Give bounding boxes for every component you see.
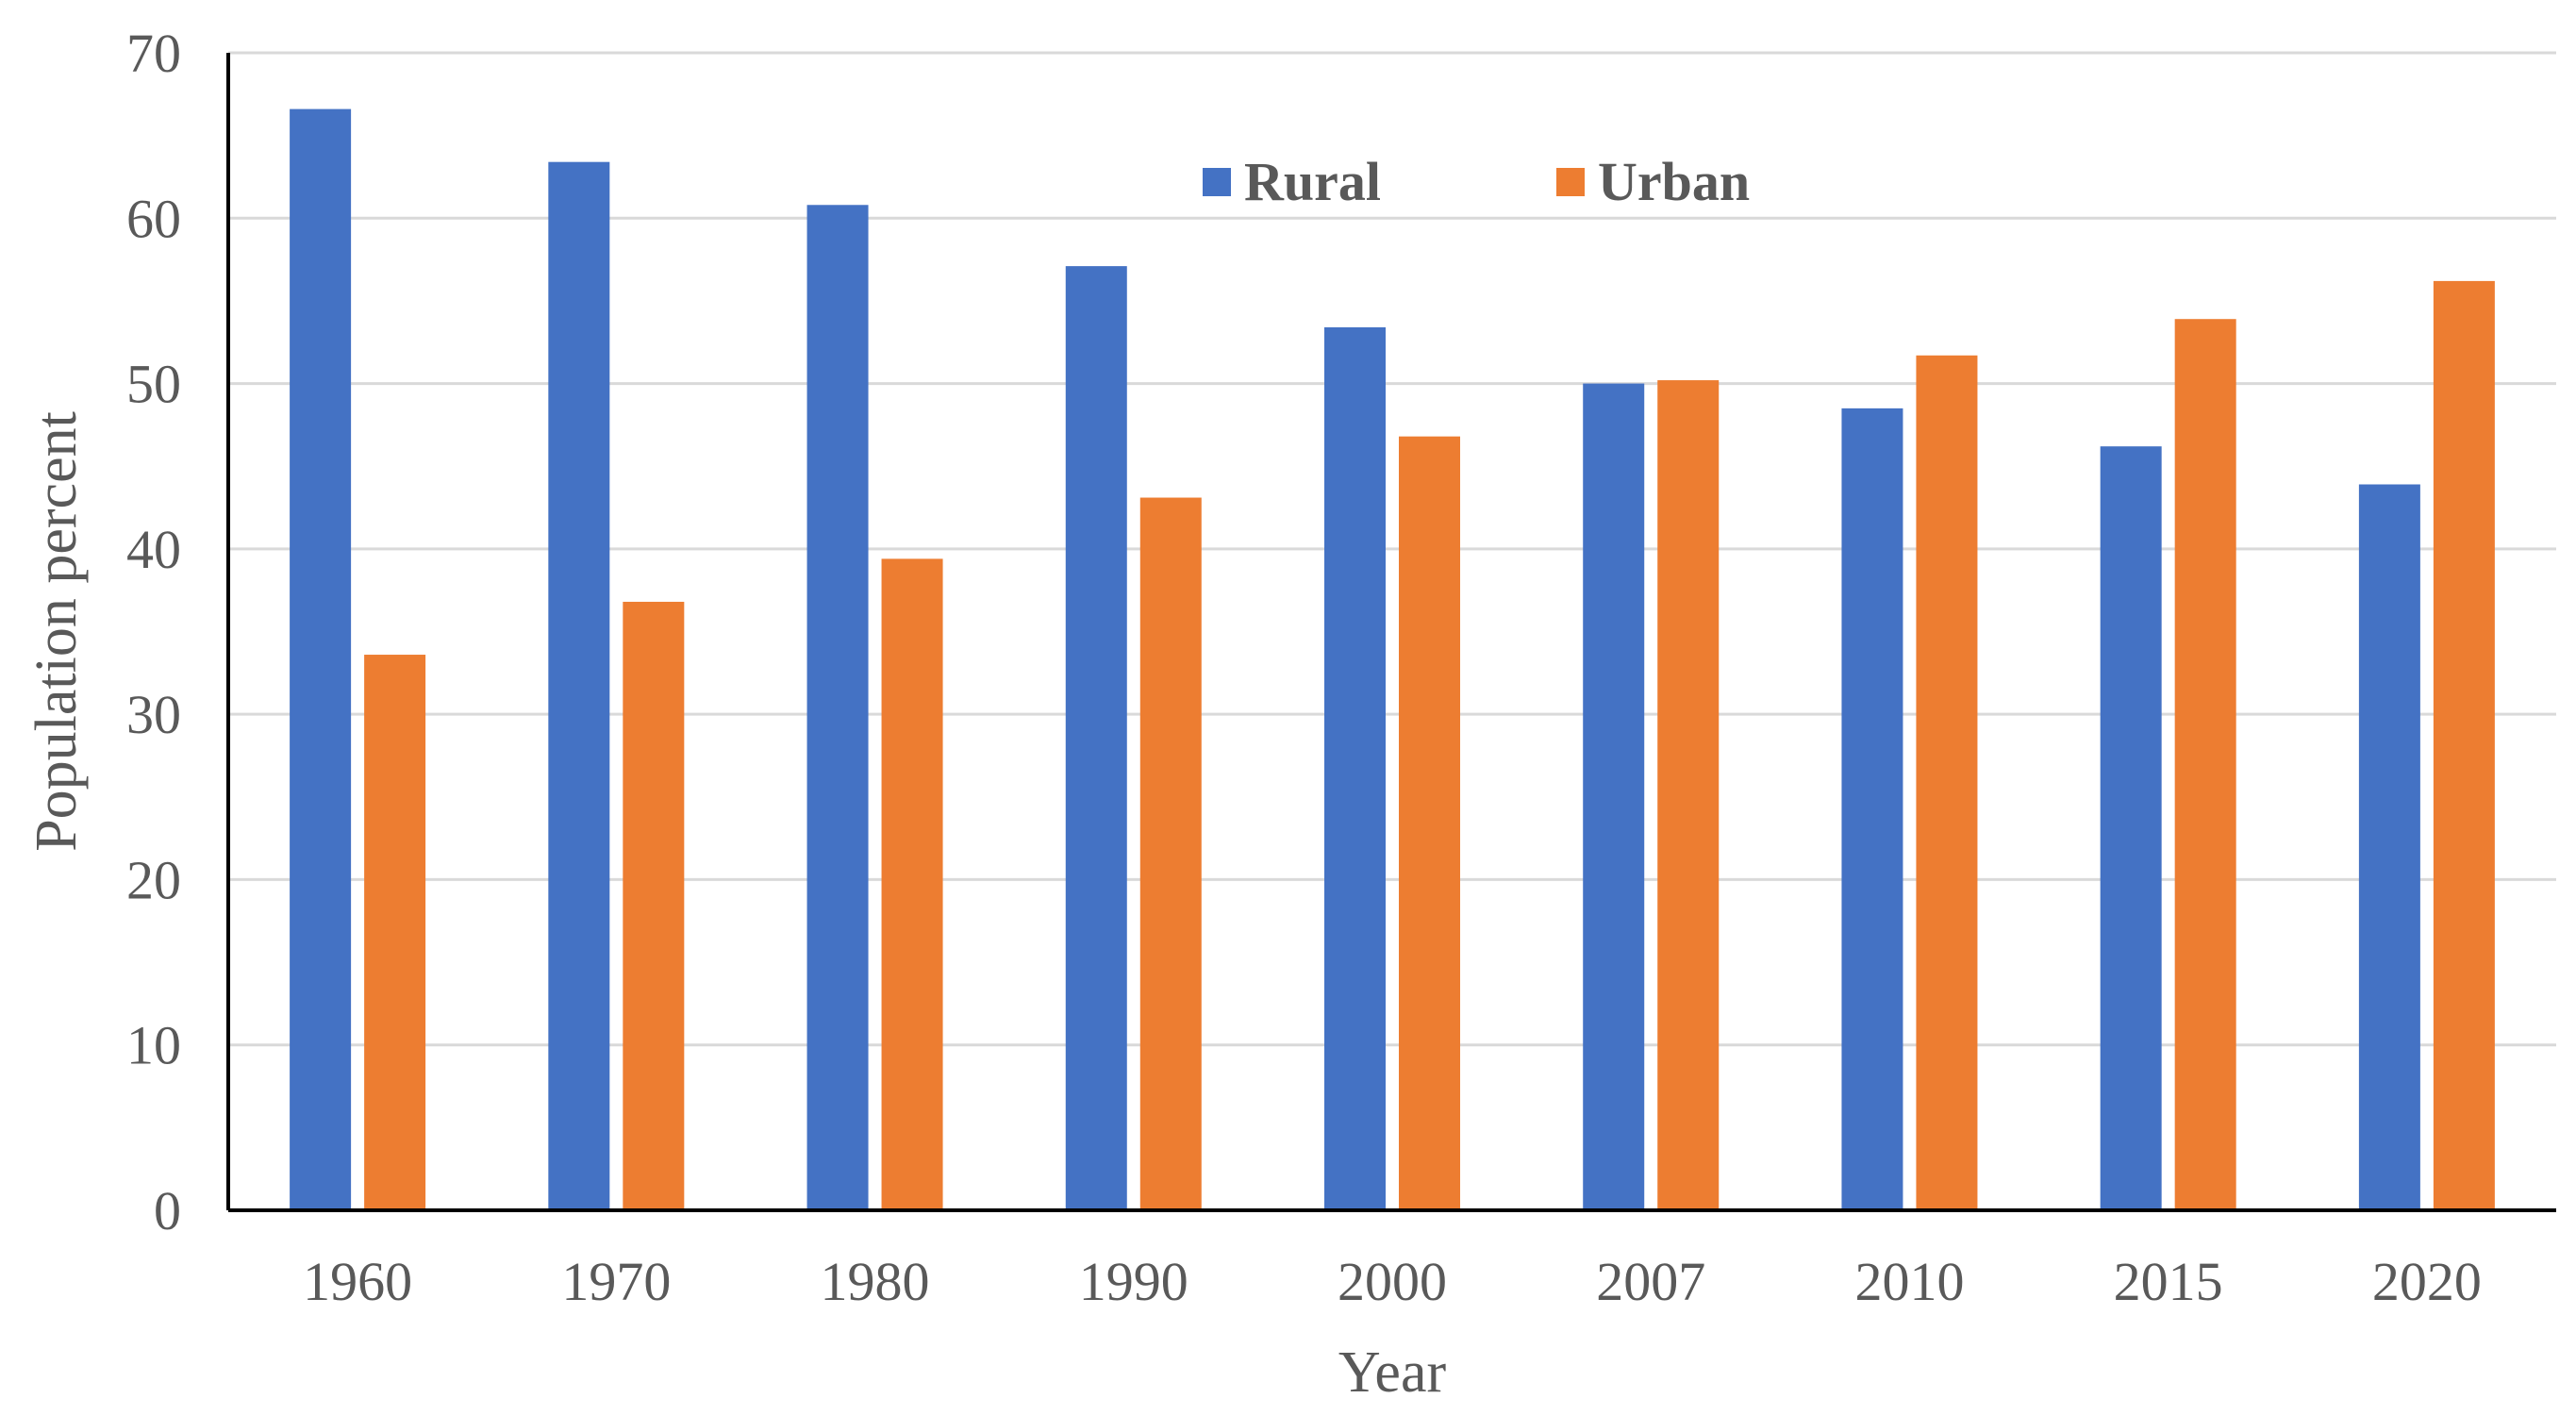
bars: [290, 108, 2495, 1211]
bar-urban-2007: [1657, 380, 1720, 1211]
bar-rural-2020: [2358, 484, 2420, 1210]
bar-urban-2015: [2174, 319, 2236, 1211]
x-tick-label: 2010: [1854, 1251, 1964, 1312]
bar-urban-2010: [1916, 355, 1978, 1211]
y-tick-label: 10: [126, 1015, 181, 1076]
bar-rural-2015: [2100, 446, 2162, 1210]
bar-rural-2000: [1324, 326, 1386, 1211]
y-tick-label: 0: [154, 1180, 181, 1241]
bar-urban-1970: [623, 601, 685, 1210]
legend-swatch-rural: [1203, 168, 1231, 196]
x-tick-label: 2015: [2114, 1251, 2223, 1312]
x-tick-label: 2000: [1338, 1251, 1447, 1312]
legend-swatch-urban: [1556, 168, 1585, 196]
gridlines: [228, 51, 2556, 1047]
bar-urban-1960: [364, 655, 426, 1210]
bar-rural-2010: [1841, 408, 1903, 1211]
bar-rural-2007: [1583, 383, 1645, 1211]
legend-label-urban: Urban: [1598, 151, 1750, 212]
y-tick-label: 20: [126, 849, 181, 910]
bar-urban-2000: [1399, 436, 1460, 1211]
legend-label-rural: Rural: [1244, 151, 1381, 212]
y-tick-labels: 0 10 20 30 40 50 60 70: [126, 23, 181, 1241]
x-axis-title: Year: [1338, 1340, 1447, 1405]
y-tick-label: 30: [126, 684, 181, 745]
x-tick-label: 1970: [561, 1251, 671, 1312]
axes: [226, 53, 2556, 1212]
bar-urban-2020: [2433, 280, 2495, 1210]
bar-rural-1960: [290, 108, 352, 1210]
bar-urban-1980: [881, 558, 943, 1210]
y-tick-label: 50: [126, 354, 181, 415]
x-tick-label: 2020: [2372, 1251, 2482, 1312]
bar-rural-1990: [1065, 266, 1127, 1211]
bar-urban-1990: [1139, 497, 1202, 1210]
x-tick-label: 1990: [1079, 1251, 1188, 1312]
x-tick-label: 1960: [303, 1251, 412, 1312]
y-tick-label: 40: [126, 519, 181, 580]
x-tick-labels: 1960 1970 1980 1990 2000 2007 2010 2015 2020: [303, 1251, 2482, 1312]
y-axis-title: Population percent: [25, 411, 89, 852]
y-tick-label: 60: [126, 188, 181, 249]
x-tick-label: 1980: [821, 1251, 930, 1312]
bar-rural-1980: [806, 205, 869, 1211]
bar-rural-1970: [548, 161, 610, 1210]
legend: Rural Urban: [1203, 151, 1750, 212]
y-tick-label: 70: [126, 23, 181, 84]
x-tick-label: 2007: [1596, 1251, 1705, 1312]
